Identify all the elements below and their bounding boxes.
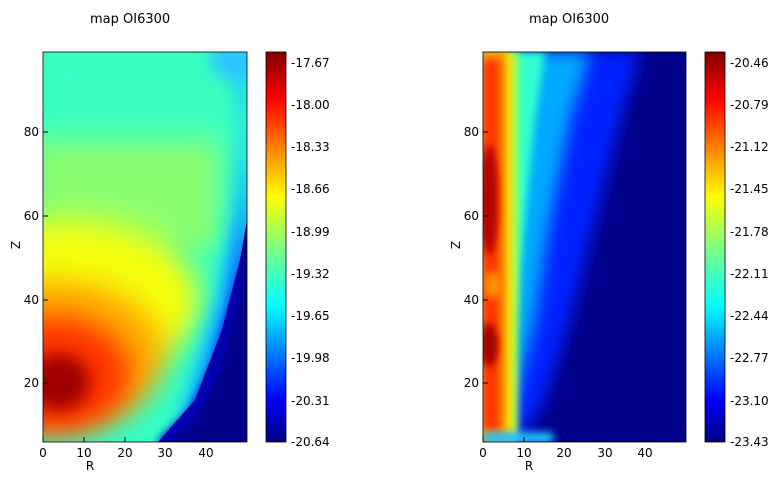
colorbar-tick-label: -18.00 (291, 98, 330, 112)
heatmap-right (483, 52, 686, 442)
heatmap-left (43, 52, 247, 442)
x-axis-left: 0 10 20 30 40 R (39, 437, 214, 473)
x-tick-label: 30 (157, 446, 172, 460)
colorbar-tick-label: -19.98 (291, 351, 330, 365)
x-tick-label: 10 (516, 446, 531, 460)
chart-right-title: map OI6300 (529, 12, 609, 27)
colorbar-tick-label: -19.65 (291, 309, 330, 323)
colorbar-tick-label: -22.11 (730, 267, 769, 281)
y-axis-label: Z (449, 241, 463, 249)
colorbar-tick-label: -22.44 (730, 309, 769, 323)
colorbar-tick-label: -18.99 (291, 225, 330, 239)
x-tick-label: 30 (597, 446, 612, 460)
x-tick-label: 20 (117, 446, 132, 460)
x-tick-label: 40 (637, 446, 652, 460)
colorbar-tick-label: -21.78 (730, 225, 769, 239)
colorbar-tick-label: -23.43 (730, 435, 769, 449)
y-tick-label: 40 (24, 293, 39, 307)
colorbar-tick-label: -19.32 (291, 267, 330, 281)
y-tick-label: 20 (24, 376, 39, 390)
colorbar-tick-label: -18.66 (291, 182, 330, 196)
colorbar-left: -17.67 -18.00 -18.33 -18.66 -18.99 -19.3… (265, 51, 330, 449)
y-tick-label: 80 (24, 125, 39, 139)
x-tick-label: 20 (556, 446, 571, 460)
y-tick-label: 60 (24, 209, 39, 223)
y-tick-label: 40 (464, 293, 479, 307)
chart-right: map OI6300 0 10 (449, 12, 769, 473)
y-tick-label: 80 (464, 125, 479, 139)
colorbar-tick-label: -20.64 (291, 435, 330, 449)
colorbar-tick-label: -23.10 (730, 394, 769, 408)
x-axis-label: R (86, 459, 94, 473)
colorbar-tick-label: -21.45 (730, 182, 769, 196)
x-tick-label: 0 (479, 446, 487, 460)
x-tick-label: 0 (39, 446, 47, 460)
y-tick-label: 60 (464, 209, 479, 223)
chart-left-title: map OI6300 (90, 12, 170, 27)
x-axis-label: R (525, 459, 533, 473)
x-axis-right: 0 10 20 30 40 R (479, 437, 653, 473)
colorbar-tick-label: -22.77 (730, 351, 769, 365)
colorbar-tick-label: -20.79 (730, 98, 769, 112)
y-axis-left: 20 40 60 80 Z (9, 125, 48, 390)
colorbar-tick-label: -20.31 (291, 394, 330, 408)
x-tick-label: 10 (76, 446, 91, 460)
colorbar-tick-label: -21.12 (730, 140, 769, 154)
y-axis-right: 20 40 60 80 Z (449, 125, 488, 390)
colorbar-tick-label: -17.67 (291, 56, 330, 70)
colorbar-right: -20.46 -20.79 -21.12 -21.45 -21.78 -22.1… (704, 51, 769, 449)
y-tick-label: 20 (464, 376, 479, 390)
colorbar-tick-label: -20.46 (730, 56, 769, 70)
y-axis-label: Z (9, 241, 23, 249)
x-tick-label: 40 (198, 446, 213, 460)
colorbar-tick-label: -18.33 (291, 140, 330, 154)
chart-left: map OI6300 (9, 12, 330, 473)
